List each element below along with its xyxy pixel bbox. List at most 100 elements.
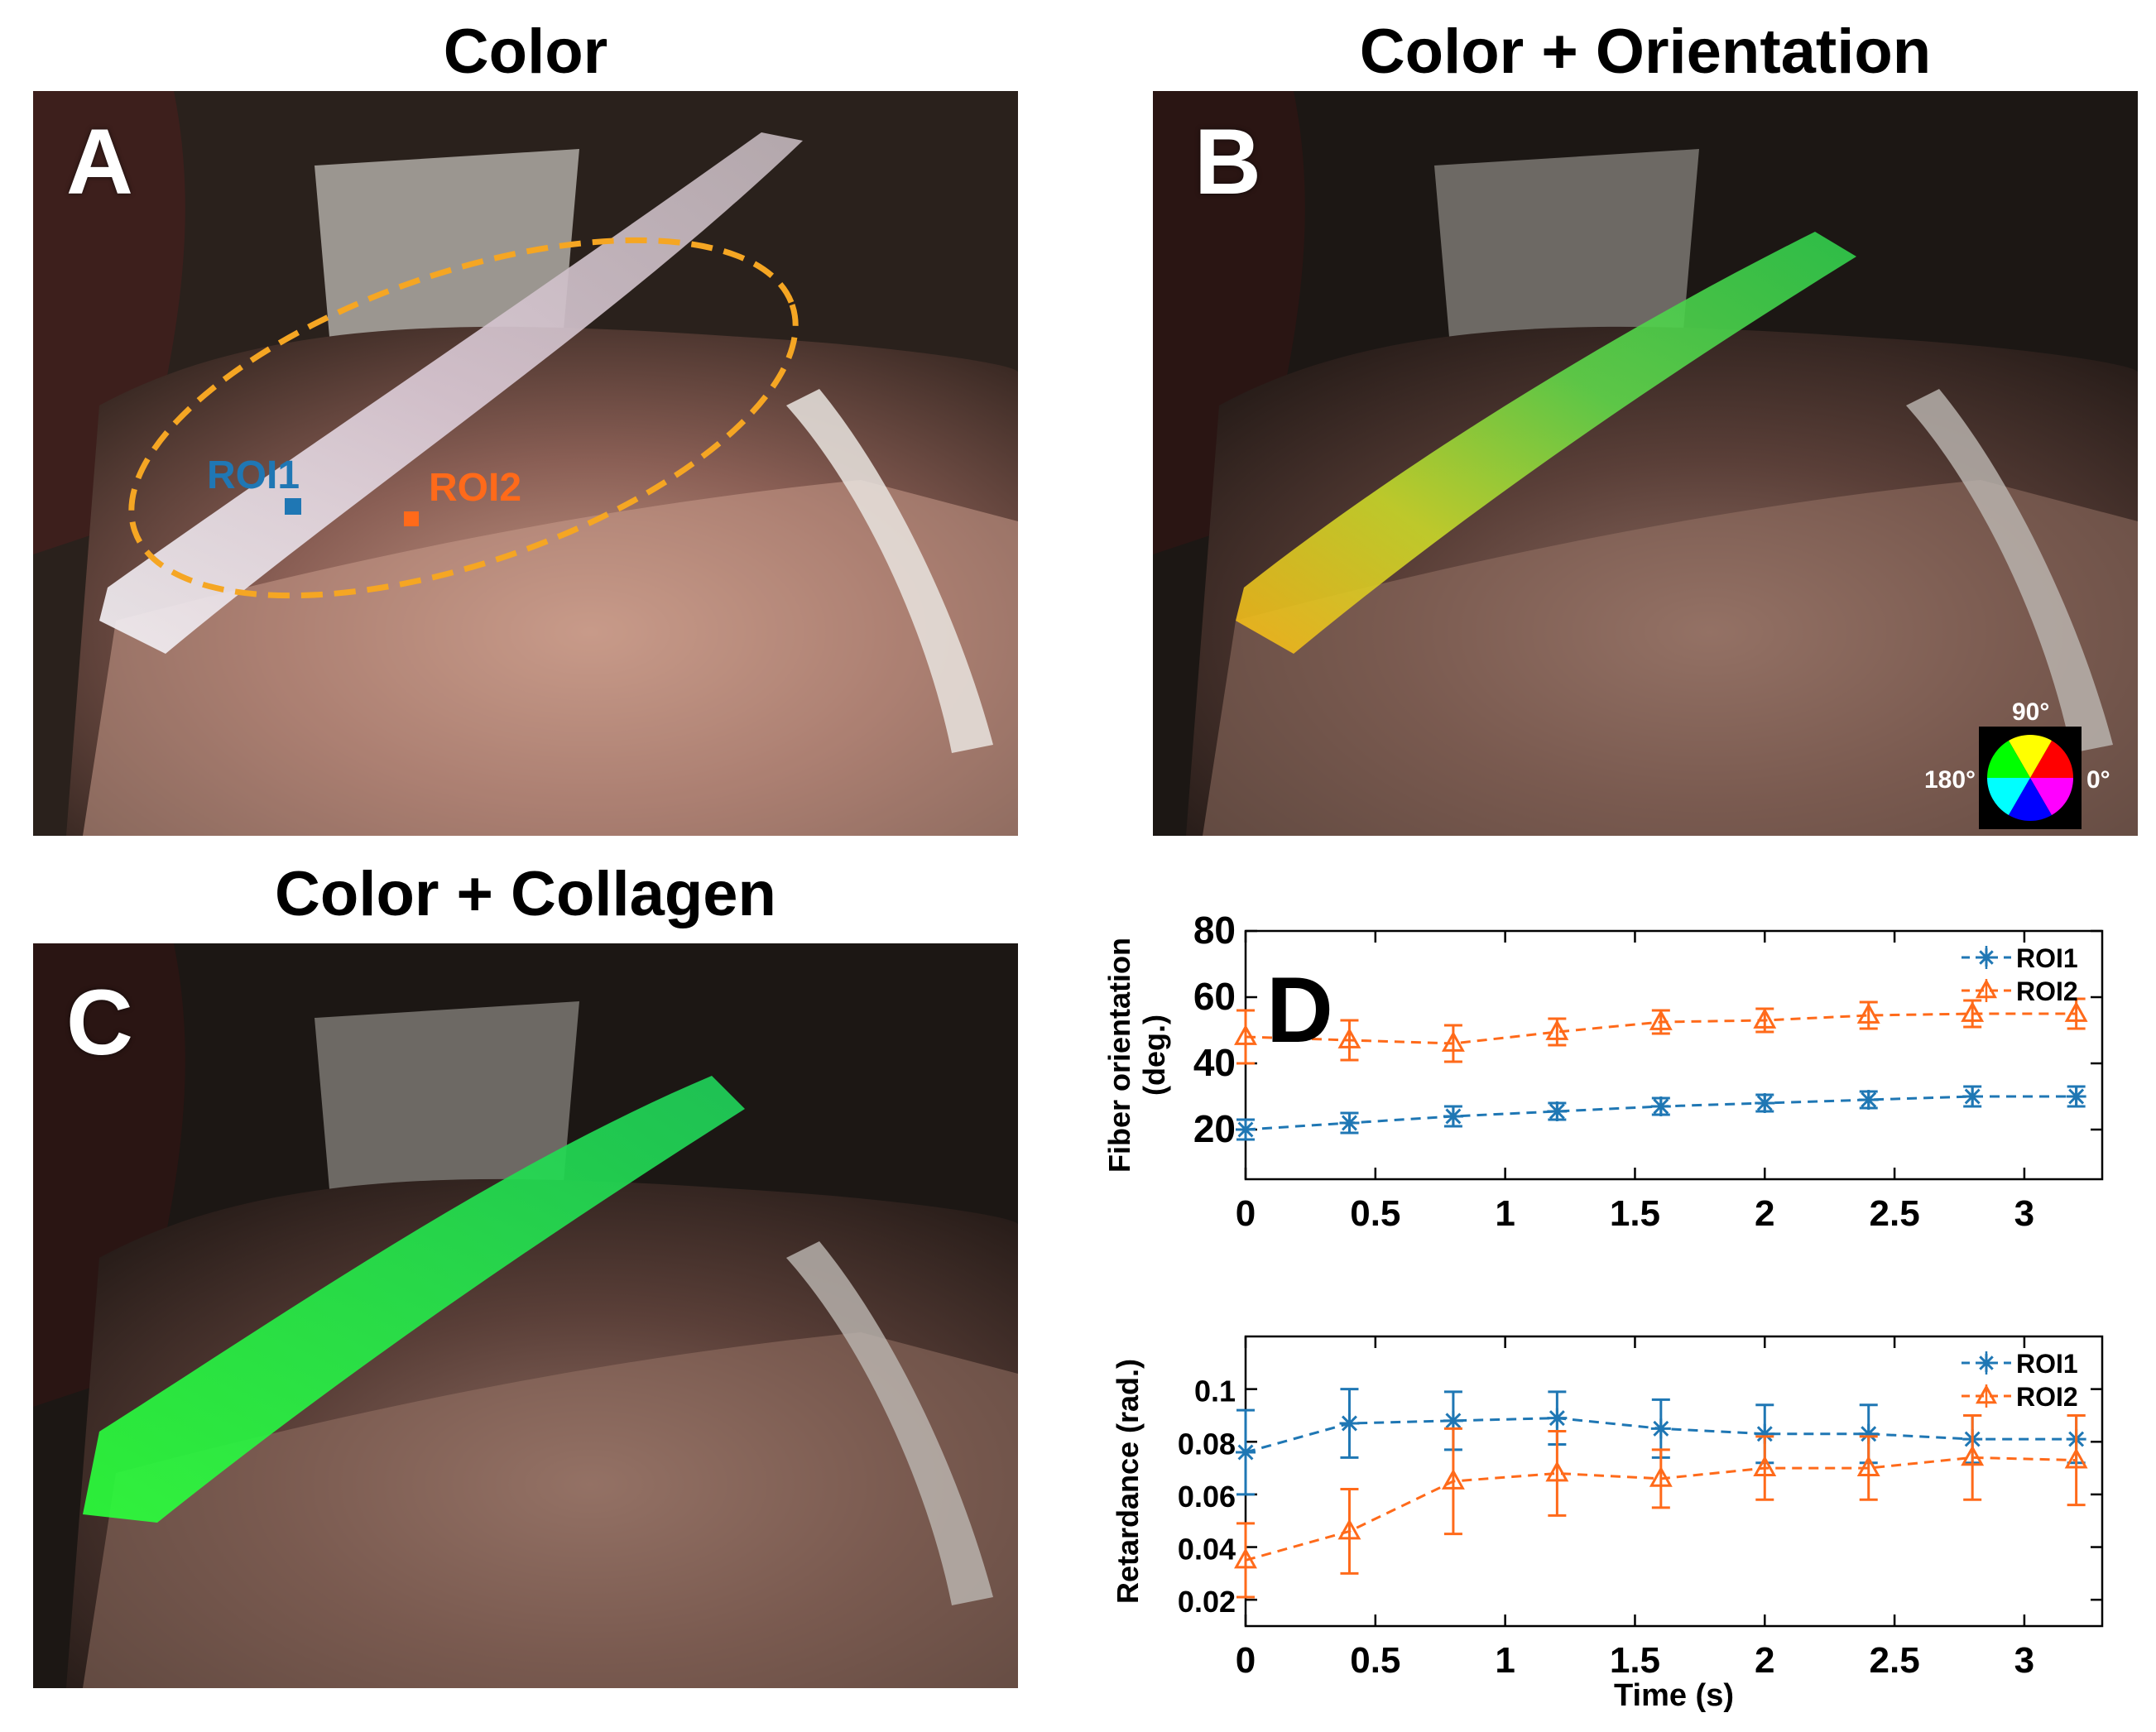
orientation-ytick-label: 20 <box>1193 1107 1236 1150</box>
panel-c-tissue-illustration <box>33 943 1018 1688</box>
retardance-ytick-label: 0.04 <box>1178 1533 1236 1566</box>
orientation-roi2-point <box>1234 1024 1257 1045</box>
panel-c-background-card <box>315 1001 579 1208</box>
retardance-xtick-label: 2.5 <box>1870 1640 1920 1681</box>
panel-b-side-tendon <box>1906 389 2113 753</box>
wheel-label-top: 90° <box>2012 698 2049 726</box>
orientation-roi1-legend-label: ROI1 <box>2016 943 2078 973</box>
roi1-marker <box>285 498 301 515</box>
retardance-ytick-label: 0.08 <box>1178 1427 1236 1461</box>
panel-a-tendon <box>99 132 803 654</box>
retardance-ytick-label: 0.1 <box>1194 1375 1236 1408</box>
retardance-roi2-point <box>1649 1466 1673 1487</box>
retardance-roi2-point <box>2064 1447 2088 1469</box>
orientation-color-wheel: 90° 180° 0° <box>1924 698 2110 829</box>
retardance-roi2-errorbar <box>1443 1427 1462 1536</box>
retardance-xtick-label: 2 <box>1755 1640 1774 1681</box>
orientation-roi2-point <box>1649 1009 1673 1030</box>
panel-a-roi-ellipse <box>128 237 799 599</box>
panel-d-letter: D <box>1266 958 1333 1062</box>
retardance-roi1-point <box>1547 1408 1568 1428</box>
retardance-xtick-label: 1 <box>1495 1640 1515 1681</box>
panel-c-photo: C <box>33 943 1018 1688</box>
retardance-roi1-point <box>1236 1442 1256 1462</box>
orientation-roi1-point <box>2066 1087 2086 1106</box>
panel-a-photo: ROI1 ROI2 A <box>33 91 1018 836</box>
panel-b-background-card <box>1434 149 1699 356</box>
orientation-roi1-point <box>1236 1120 1256 1139</box>
retardance-roi2-point <box>1961 1445 1985 1466</box>
orientation-roi2-legend-label: ROI2 <box>2016 976 2078 1006</box>
panel-a-tissue-illustration: ROI1 ROI2 <box>33 91 1018 836</box>
orientation-roi2-errorbar <box>1236 1009 1255 1065</box>
retardance-roi2-errorbar <box>1963 1413 1982 1501</box>
retardance-roi1-point <box>1443 1410 1463 1431</box>
panel-c-muscle-lower <box>83 1332 1018 1688</box>
orientation-ytick-label: 80 <box>1193 909 1236 952</box>
orientation-roi2-point <box>1856 1002 1880 1024</box>
retardance-xtick-label: 0 <box>1236 1640 1256 1681</box>
panel-c-letter: C <box>66 971 133 1074</box>
roi1-label: ROI1 <box>207 453 300 497</box>
retardance-roi2-point <box>1337 1518 1361 1540</box>
retardance-roi2-point <box>1545 1461 1569 1482</box>
retardance-roi2-point <box>1753 1456 1777 1476</box>
orientation-xtick-label: 2.5 <box>1870 1193 1920 1234</box>
retardance-roi1-point <box>1755 1423 1775 1444</box>
wheel-label-left: 180° <box>1924 766 1976 794</box>
retardance-roi2-legend-label: ROI2 <box>2016 1382 2078 1412</box>
panel-b-letter: B <box>1194 110 1261 214</box>
orientation-xtick-label: 3 <box>2014 1193 2034 1234</box>
retardance-roi2-errorbar <box>2067 1413 2086 1507</box>
orientation-roi1-point <box>1339 1113 1360 1133</box>
orientation-roi1-point <box>1443 1106 1463 1126</box>
panel-c-title: Color + Collagen <box>275 859 776 929</box>
orientation-axes-box <box>1244 929 2104 1181</box>
orientation-roi2-point <box>2064 1000 2088 1022</box>
panel-b-photo: 90° 180° 0° B <box>1153 91 2138 836</box>
orientation-roi2-point <box>1337 1027 1361 1048</box>
orientation-xtick-label: 1 <box>1495 1193 1515 1234</box>
retardance-ytick-label: 0.02 <box>1178 1585 1236 1619</box>
retardance-roi1-point <box>1339 1413 1360 1433</box>
retardance-xtick-label: 3 <box>2014 1640 2034 1681</box>
retardance-roi2-point <box>1234 1547 1257 1569</box>
retardance-ylabel: Retardance (rad.) <box>1111 1359 1145 1604</box>
panel-a-title: Color <box>443 17 608 87</box>
retardance-roi2-errorbar <box>1859 1435 1878 1501</box>
orientation-ytick-label: 40 <box>1193 1041 1236 1084</box>
retardance-chart: 0 0.5 1 1.5 2 2.5 3 0.02 0.04 0.06 0.08 0.1 Retardan… <box>1111 1335 2104 1713</box>
wheel-label-right: 0° <box>2086 766 2110 794</box>
orientation-roi2-point <box>1753 1007 1777 1029</box>
orientation-roi1-point <box>1650 1096 1671 1116</box>
retardance-roi1-point <box>1650 1418 1671 1439</box>
panel-b-muscle-lower <box>1203 480 2138 836</box>
orientation-roi2-errorbar <box>1340 1019 1359 1062</box>
retardance-roi2-errorbar <box>1548 1430 1567 1517</box>
orientation-roi1-point <box>1547 1101 1568 1121</box>
panel-c-side-tendon <box>786 1241 993 1605</box>
retardance-roi2-point <box>1856 1456 1880 1476</box>
panel-a-side-tendon <box>786 389 993 753</box>
fiber-orientation-chart: 0 0.5 1 1.5 2 2.5 3 20 40 60 80 Fiber orientation (d… <box>1102 909 2104 1234</box>
panel-a-muscle-lower <box>83 480 1018 836</box>
retardance-xtick-label: 0.5 <box>1350 1640 1400 1681</box>
retardance-roi2-errorbar <box>1236 1522 1255 1599</box>
orientation-roi2-point <box>1961 1000 1985 1022</box>
orientation-roi1-point <box>1858 1090 1879 1110</box>
panel-a-letter: A <box>66 110 133 214</box>
orientation-xtick-label: 0.5 <box>1350 1193 1400 1234</box>
orientation-ylabel: (deg.) <box>1137 1015 1171 1096</box>
orientation-xtick-label: 1.5 <box>1610 1193 1660 1234</box>
orientation-roi1-point <box>1962 1087 1983 1106</box>
retardance-xtick-label: 1.5 <box>1610 1640 1660 1681</box>
retardance-roi1-legend-label: ROI1 <box>2016 1349 2078 1379</box>
retardance-axes-box <box>1244 1335 2104 1628</box>
panel-a-background-card <box>315 149 579 356</box>
retardance-ytick-label: 0.06 <box>1178 1480 1236 1514</box>
retardance-roi2-errorbar <box>1651 1448 1670 1509</box>
panel-b-tissue-illustration: 90° 180° 0° <box>1153 91 2138 836</box>
retardance-roi2-errorbar <box>1340 1488 1359 1575</box>
orientation-ytick-label: 60 <box>1193 975 1236 1018</box>
roi2-label: ROI2 <box>429 466 521 510</box>
